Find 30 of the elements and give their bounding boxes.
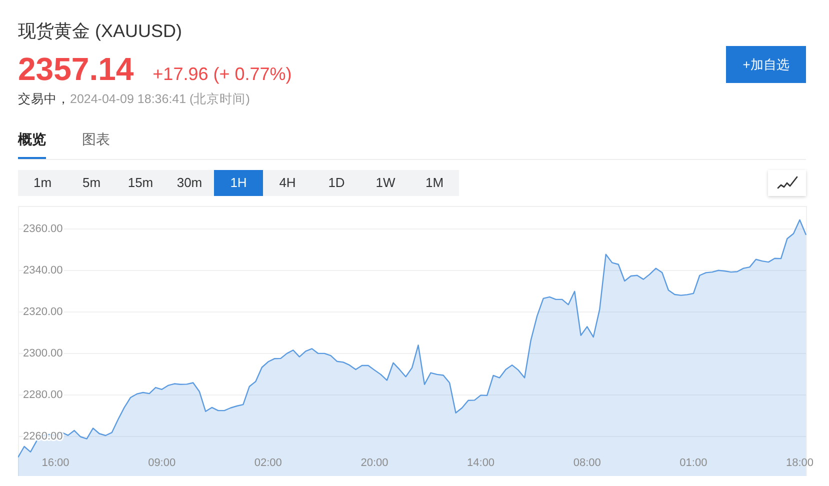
x-tick-label: 02:00 <box>254 457 282 470</box>
text: 图表 <box>82 131 110 148</box>
text: +17.96 (+ 0.77%) <box>152 63 292 86</box>
x-tick-label: 20:00 <box>360 457 388 470</box>
text: 1W <box>361 170 410 196</box>
y-tick-label: 2300.00 <box>23 347 63 360</box>
text: 概览 <box>18 131 46 159</box>
text: 15m <box>116 170 165 196</box>
text: +加自选 <box>726 46 806 83</box>
text: 1H <box>214 170 263 196</box>
x-tick-label: 14:00 <box>467 457 495 470</box>
text: 2357.14 <box>18 50 134 88</box>
x-tick-label: 16:00 <box>42 457 70 470</box>
text: 1m <box>18 170 67 196</box>
y-tick-label: 2320.00 <box>23 306 63 318</box>
y-tick-label: 2360.00 <box>23 222 63 235</box>
x-tick-label: 08:00 <box>573 457 601 470</box>
text: 2024-04-09 18:36:41 (北京时间) <box>70 92 250 106</box>
x-tick-label: 09:00 <box>148 457 176 470</box>
x-tick-label: 18:00 <box>786 457 814 470</box>
text: 30m <box>165 170 214 196</box>
text: 1D <box>312 170 361 196</box>
text: 交易中， <box>18 92 70 106</box>
chart-title: 现货黄金 (XAUUSD) <box>18 20 182 43</box>
y-tick-label: 2340.00 <box>23 264 63 276</box>
text: 4H <box>263 170 312 196</box>
text: 1M <box>410 170 459 196</box>
text: 5m <box>67 170 116 196</box>
x-tick-label: 01:00 <box>680 457 708 470</box>
y-tick-label: 2280.00 <box>23 389 63 402</box>
